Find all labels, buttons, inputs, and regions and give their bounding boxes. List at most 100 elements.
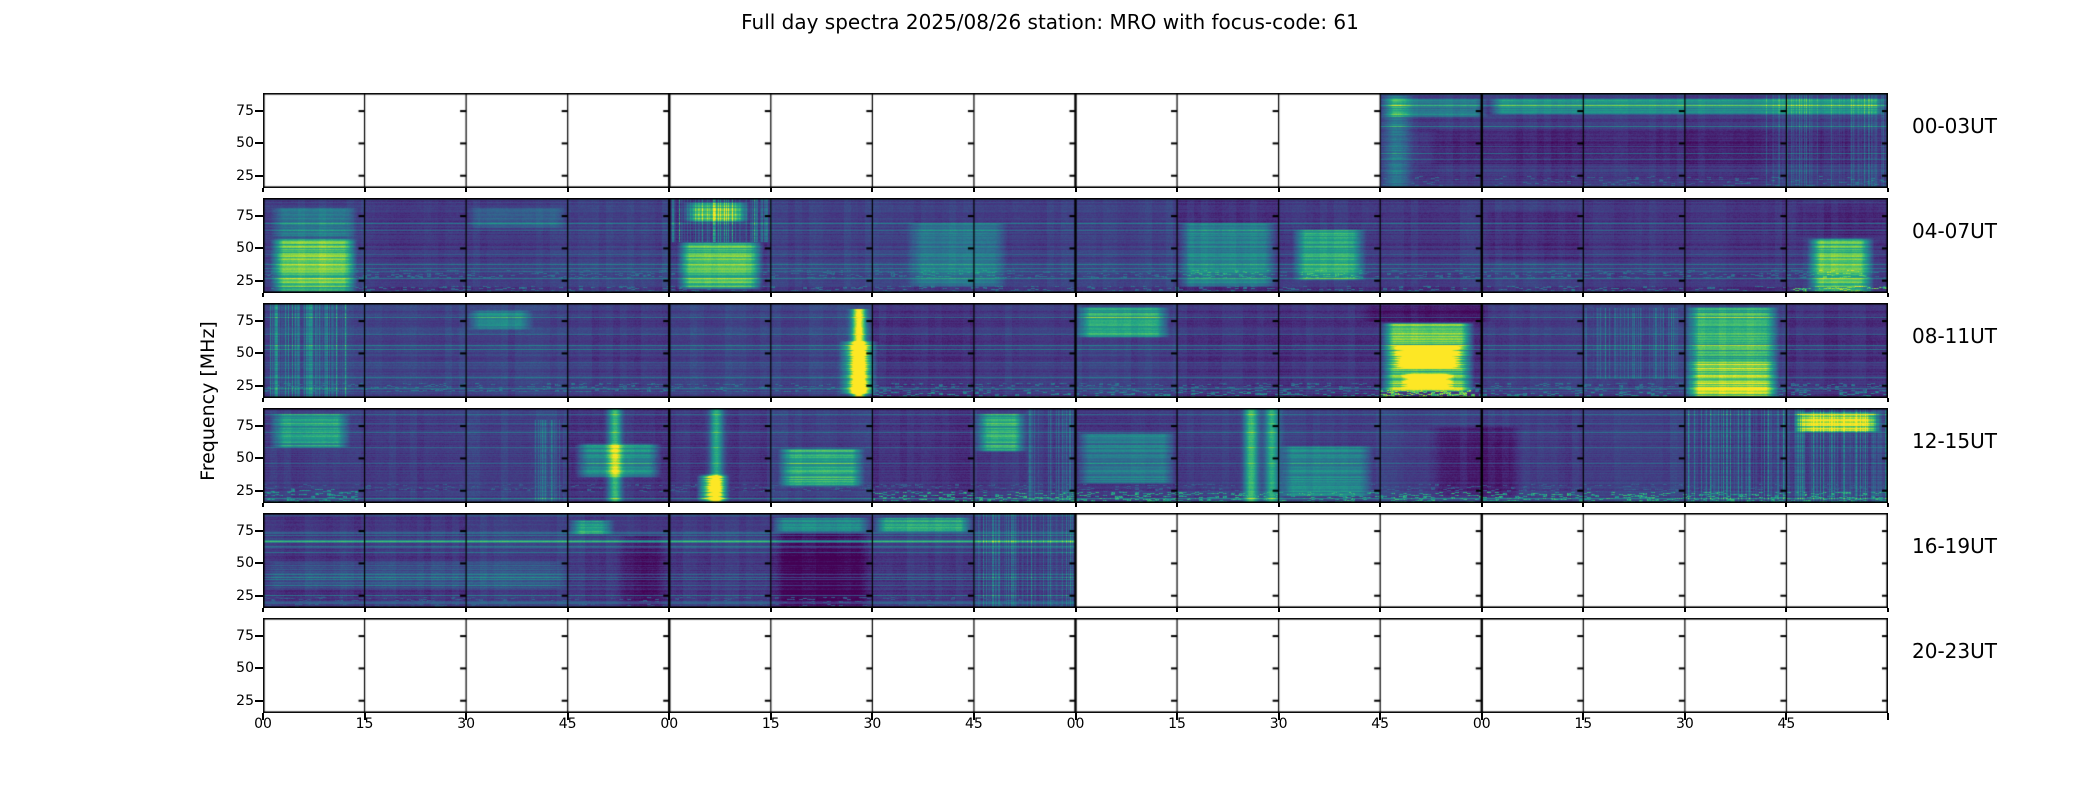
time-tick-label: 15: [1168, 716, 1186, 732]
time-tick-mark: [262, 713, 264, 720]
time-tick-mark: [363, 608, 366, 612]
time-tick-mark: [1480, 713, 1483, 720]
time-tick-mark: [566, 398, 569, 402]
time-tick-mark: [1480, 293, 1483, 297]
time-tick-mark: [1277, 398, 1280, 402]
freq-tick-mark: [255, 174, 263, 177]
time-tick-mark: [668, 293, 671, 297]
time-tick-label: 15: [761, 716, 780, 732]
freq-tick-label: 25: [236, 272, 254, 289]
spectrogram-row-2-panel: [263, 303, 1888, 398]
time-tick-mark: [972, 293, 975, 297]
time-tick-mark: [1683, 713, 1686, 720]
time-tick-mark: [972, 608, 975, 612]
time-tick-mark: [1582, 293, 1585, 297]
time-tick-mark: [1683, 398, 1686, 402]
freq-tick-mark: [255, 215, 263, 218]
time-tick-label: 30: [457, 716, 476, 732]
time-tick-mark: [668, 503, 671, 507]
freq-tick-label: 75: [236, 418, 254, 435]
time-tick-mark: [465, 293, 468, 297]
row-time-range-label: 12-15UT: [1912, 429, 1997, 453]
time-tick-mark: [1176, 713, 1179, 720]
time-tick-label: 45: [1371, 716, 1390, 732]
time-tick-mark: [1887, 293, 1889, 297]
time-tick-label: 00: [660, 716, 679, 732]
time-tick-mark: [1785, 608, 1788, 612]
time-tick-mark: [363, 503, 366, 507]
time-tick-mark: [871, 503, 874, 507]
time-tick-mark: [465, 398, 468, 402]
time-tick-mark: [262, 293, 264, 297]
time-tick-mark: [1785, 503, 1788, 507]
time-tick-mark: [1480, 188, 1483, 192]
time-tick-mark: [1480, 398, 1483, 402]
time-tick-mark: [1176, 293, 1179, 297]
time-tick-mark: [1582, 713, 1585, 720]
time-tick-mark: [1379, 398, 1382, 402]
time-tick-mark: [262, 503, 264, 507]
time-tick-mark: [363, 398, 366, 402]
freq-tick-label: 25: [236, 167, 254, 184]
time-tick-mark: [972, 503, 975, 507]
time-tick-mark: [465, 188, 468, 192]
freq-tick-mark: [255, 489, 263, 492]
time-tick-mark: [262, 608, 264, 612]
time-tick-mark: [871, 293, 874, 297]
time-tick-mark: [769, 608, 772, 612]
freq-tick-mark: [255, 110, 263, 113]
freq-tick-mark: [255, 635, 263, 638]
freq-tick-mark: [255, 530, 263, 533]
time-tick-mark: [871, 188, 874, 192]
spectrogram-row-0-canvas: [263, 93, 1888, 188]
spectrogram-row-4-panel: [263, 513, 1888, 608]
time-tick-mark: [465, 503, 468, 507]
time-tick-mark: [1785, 713, 1788, 720]
time-tick-mark: [1887, 398, 1889, 402]
time-tick-mark: [1176, 608, 1179, 612]
spectrogram-row-1-canvas: [263, 198, 1888, 293]
freq-tick-label: 25: [236, 377, 254, 394]
freq-tick-label: 50: [236, 450, 254, 467]
time-tick-label: 15: [355, 716, 374, 732]
time-tick-mark: [1277, 188, 1280, 192]
time-tick-mark: [1683, 293, 1686, 297]
time-tick-mark: [871, 608, 874, 612]
freq-tick-label: 50: [236, 135, 254, 152]
time-tick-mark: [1379, 188, 1382, 192]
row-time-range-label: 20-23UT: [1912, 639, 1997, 663]
freq-tick-label: 75: [236, 523, 254, 540]
time-tick-mark: [1277, 713, 1280, 720]
time-tick-mark: [769, 503, 772, 507]
freq-tick-mark: [255, 699, 263, 702]
time-tick-mark: [1683, 503, 1686, 507]
time-tick-mark: [1277, 503, 1280, 507]
time-tick-label: 00: [1066, 716, 1085, 732]
time-tick-mark: [1074, 398, 1077, 402]
time-tick-mark: [363, 713, 366, 720]
time-tick-mark: [1379, 293, 1382, 297]
freq-tick-label: 75: [236, 208, 254, 225]
spectrogram-row-5-canvas: [263, 618, 1888, 713]
time-tick-label: 00: [1472, 716, 1491, 732]
freq-tick-label: 75: [236, 103, 254, 120]
freq-tick-label: 25: [236, 587, 254, 604]
freq-tick-label: 50: [236, 660, 254, 677]
time-tick-mark: [1176, 188, 1179, 192]
time-tick-mark: [1480, 608, 1483, 612]
time-tick-mark: [1582, 503, 1585, 507]
time-tick-mark: [871, 713, 874, 720]
spectrogram-row-2-canvas: [263, 303, 1888, 398]
freq-tick-mark: [255, 594, 263, 597]
freq-tick-mark: [255, 247, 263, 250]
time-tick-mark: [566, 608, 569, 612]
freq-tick-mark: [255, 562, 263, 565]
freq-tick-label: 50: [236, 345, 254, 362]
time-tick-mark: [1074, 608, 1077, 612]
time-tick-mark: [1480, 503, 1483, 507]
freq-tick-label: 50: [236, 555, 254, 572]
time-tick-mark: [1683, 608, 1686, 612]
time-tick-mark: [1379, 503, 1382, 507]
time-tick-mark: [972, 398, 975, 402]
